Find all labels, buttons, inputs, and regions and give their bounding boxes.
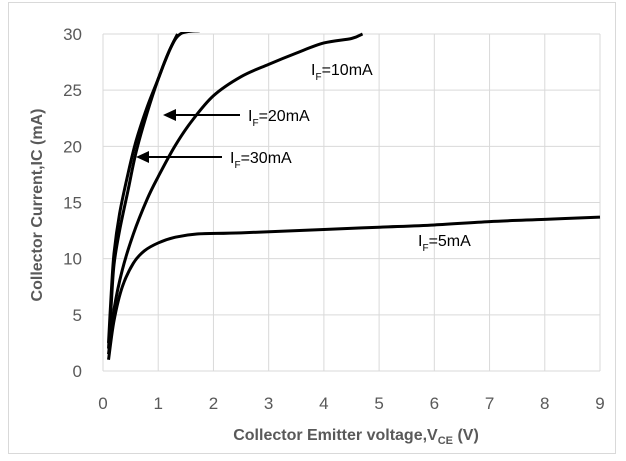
y-tick-label: 15 xyxy=(63,194,82,213)
x-tick-labels: 0 1 2 3 4 5 6 7 8 9 xyxy=(98,394,604,413)
annotation-if10-label: IF=10mA xyxy=(311,62,373,83)
grid xyxy=(102,33,601,372)
series-line-0 xyxy=(107,215,601,360)
y-tick-label: 25 xyxy=(63,81,82,100)
annotation-if20-arrowhead xyxy=(163,109,176,121)
x-tick-label: 8 xyxy=(540,394,549,413)
x-tick-label: 9 xyxy=(595,394,604,413)
x-tick-label: 6 xyxy=(430,394,439,413)
annotation-if30-label: IF=30mA xyxy=(230,150,292,171)
y-axis-title: Collector Current,IC (mA) xyxy=(29,109,46,302)
annotation-if10: IF=10mA xyxy=(311,62,373,83)
x-tick-label: 7 xyxy=(485,394,494,413)
y-tick-labels: 0 5 10 15 20 25 30 xyxy=(63,25,82,381)
chart-frame xyxy=(8,2,616,454)
x-tick-label: 3 xyxy=(264,394,273,413)
annotation-if20: IF=20mA xyxy=(163,108,310,129)
y-tick-label: 20 xyxy=(63,137,82,156)
series-lines xyxy=(107,32,601,360)
series-line-1 xyxy=(107,32,364,355)
y-tick-label: 0 xyxy=(73,362,82,381)
annotation-if5: IF=5mA xyxy=(418,233,471,254)
x-axis-title: Collector Emitter voltage,VCE (V) xyxy=(233,427,479,447)
annotation-if30: IF=30mA xyxy=(136,150,292,171)
x-tick-label: 5 xyxy=(374,394,383,413)
x-tick-label: 0 xyxy=(98,394,107,413)
annotation-if5-label: IF=5mA xyxy=(418,233,471,254)
y-tick-label: 5 xyxy=(73,306,82,325)
y-tick-label: 30 xyxy=(63,25,82,44)
annotation-if30-arrowhead xyxy=(136,151,149,163)
y-tick-label: 10 xyxy=(63,250,82,269)
annotation-if20-label: IF=20mA xyxy=(248,108,310,129)
x-tick-label: 1 xyxy=(153,394,162,413)
x-tick-label: 2 xyxy=(209,394,218,413)
series-line-3 xyxy=(107,32,200,343)
x-tick-label: 4 xyxy=(319,394,328,413)
